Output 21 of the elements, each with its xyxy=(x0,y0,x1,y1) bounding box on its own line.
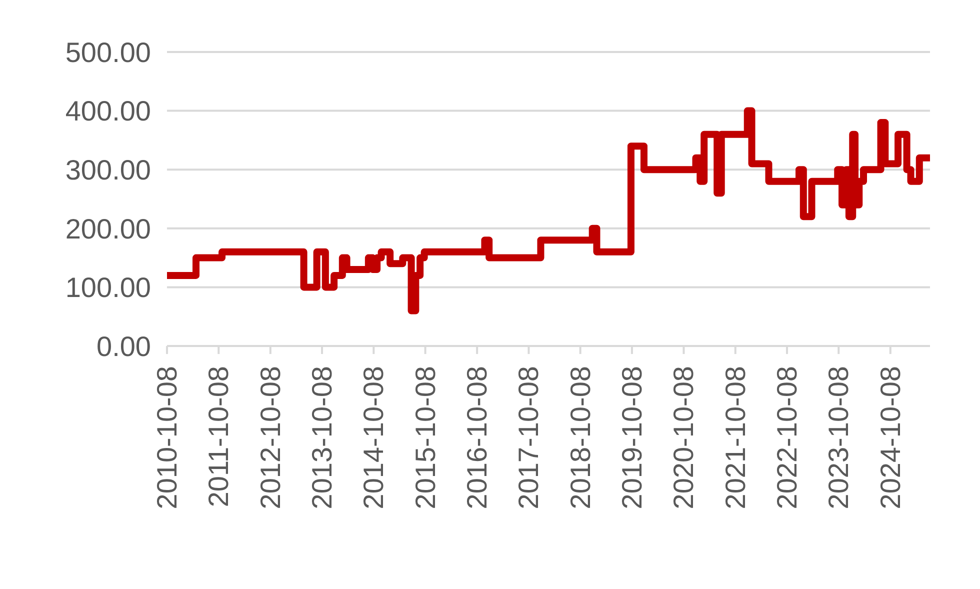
x-tick-label: 2023-10-08 xyxy=(823,366,854,510)
x-tick-label: 2011-10-08 xyxy=(203,366,234,508)
y-tick-label: 300.00 xyxy=(65,154,151,186)
y-tick-label: 100.00 xyxy=(65,272,151,304)
x-tick-label: 2013-10-08 xyxy=(306,366,338,510)
x-tick-label: 2024-10-08 xyxy=(874,366,906,510)
x-tick-label: 2022-10-08 xyxy=(771,366,802,510)
y-tick-label: 500.00 xyxy=(65,36,151,68)
x-tick-label: 2015-10-08 xyxy=(410,366,441,510)
x-tick-label: 2017-10-08 xyxy=(513,366,544,510)
y-tick-label: 400.00 xyxy=(65,96,151,127)
x-tick-label: 2012-10-08 xyxy=(254,366,286,510)
x-tick-label: 2020-10-08 xyxy=(668,366,700,510)
x-tick-label: 2018-10-08 xyxy=(564,366,596,510)
x-tick-label: 2014-10-08 xyxy=(358,366,390,510)
y-tick-label: 0.00 xyxy=(96,330,151,362)
x-tick-label: 2010-10-08 xyxy=(152,366,182,510)
x-tick-label: 2019-10-08 xyxy=(616,366,648,510)
x-tick-label: 2016-10-08 xyxy=(462,366,493,510)
y-tick-label: 200.00 xyxy=(65,213,151,244)
x-tick-label: 2021-10-08 xyxy=(720,366,751,510)
